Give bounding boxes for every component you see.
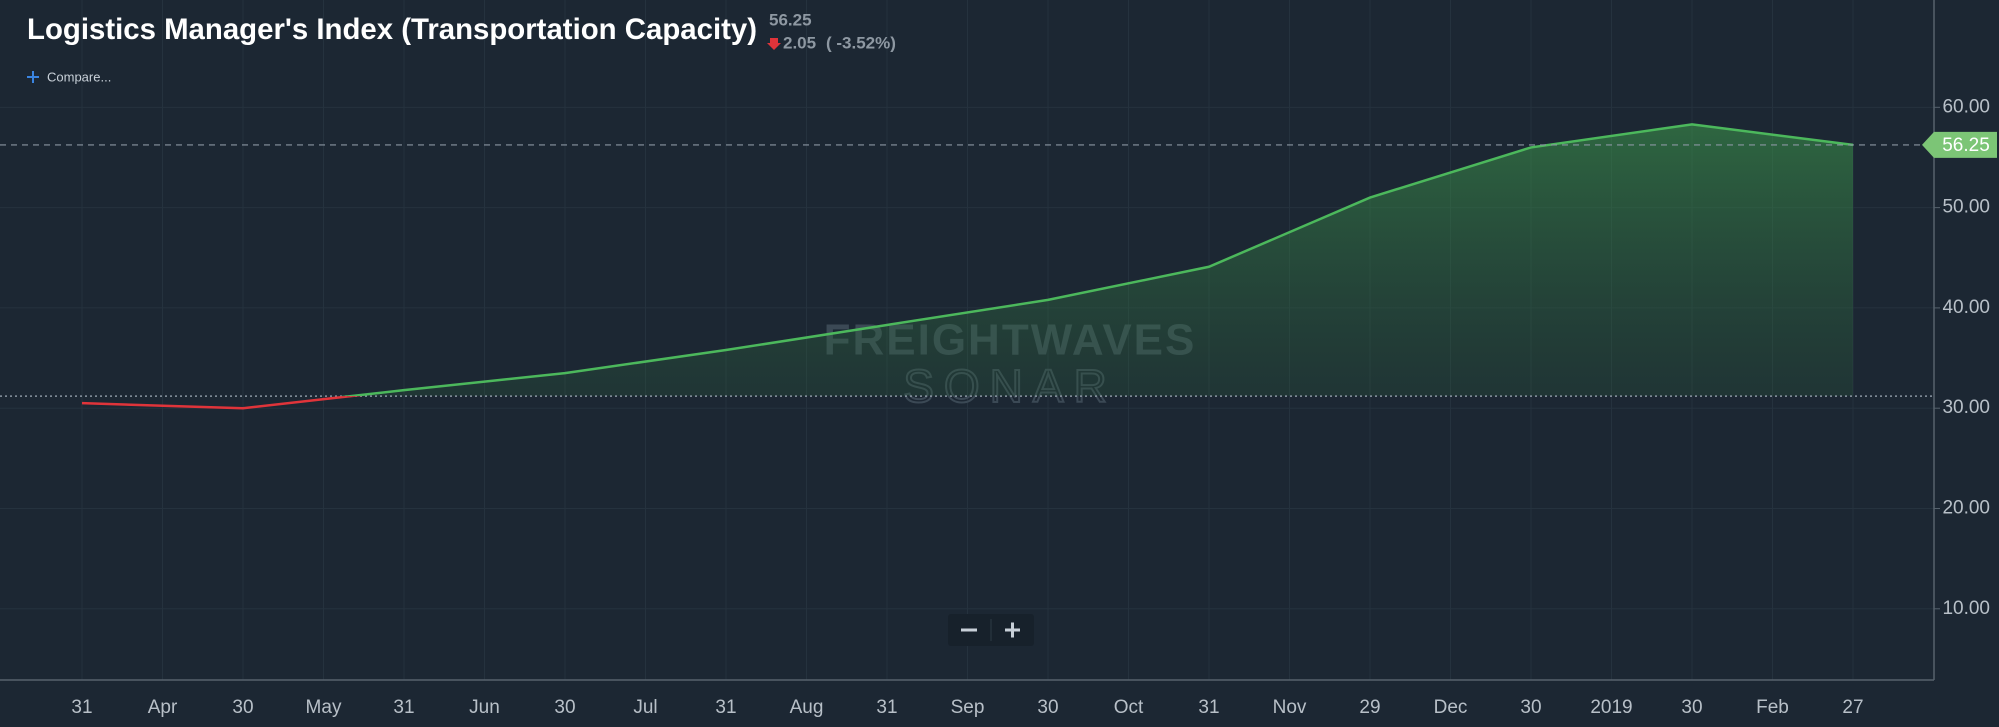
x-month-label: Feb — [1756, 697, 1789, 718]
change-pct: ( -3.52%) — [826, 33, 896, 52]
x-month-label: Apr — [148, 697, 178, 718]
header: Logistics Manager's Index (Transportatio… — [27, 10, 896, 84]
y-tick-label: 50.00 — [1942, 197, 1990, 218]
plot — [0, 123, 1934, 410]
y-tick-label: 20.00 — [1942, 498, 1990, 519]
y-tick-label: 40.00 — [1942, 297, 1990, 318]
x-tick-label: 27 — [1842, 697, 1863, 718]
x-month-label: Aug — [790, 697, 824, 718]
x-tick-label: 30 — [232, 697, 253, 718]
x-month-label: Oct — [1114, 697, 1144, 718]
x-month-label: Sep — [951, 697, 985, 718]
x-tick-label: 31 — [1198, 697, 1219, 718]
x-tick-label: 30 — [1520, 697, 1541, 718]
x-tick-label: 31 — [393, 697, 414, 718]
x-month-label: May — [306, 697, 342, 718]
last-value-badge — [1922, 131, 1997, 158]
last-value: 56.25 — [769, 10, 812, 29]
zoom-controls — [948, 614, 1034, 646]
x-month-label: Jul — [633, 697, 657, 718]
last-value-badge-label: 56.25 — [1942, 135, 1990, 156]
y-tick-label: 30.00 — [1942, 397, 1990, 418]
change: 2.05 — [783, 33, 816, 52]
x-month-label: Dec — [1434, 697, 1468, 718]
x-tick-label: 29 — [1359, 697, 1380, 718]
x-tick-label: 31 — [876, 697, 897, 718]
x-tick-label: 31 — [71, 697, 92, 718]
y-tick-label: 10.00 — [1942, 598, 1990, 619]
line-above — [339, 123, 1854, 397]
down-arrow — [767, 38, 781, 50]
y-tick-label: 60.00 — [1942, 96, 1990, 117]
x-tick-label: 30 — [1681, 697, 1702, 718]
x-tick-label: 30 — [1037, 697, 1058, 718]
chart-title: Logistics Manager's Index (Transportatio… — [27, 13, 757, 46]
x-tick-label: 30 — [554, 697, 575, 718]
x-month-label: Jun — [469, 697, 500, 718]
area — [82, 124, 1853, 397]
compare-button[interactable]: Compare... — [27, 69, 111, 84]
x-tick-label: 31 — [715, 697, 736, 718]
compare-label: Compare... — [47, 69, 111, 84]
x-month-label: Nov — [1273, 697, 1307, 718]
x-month-label: 2019 — [1590, 697, 1632, 718]
